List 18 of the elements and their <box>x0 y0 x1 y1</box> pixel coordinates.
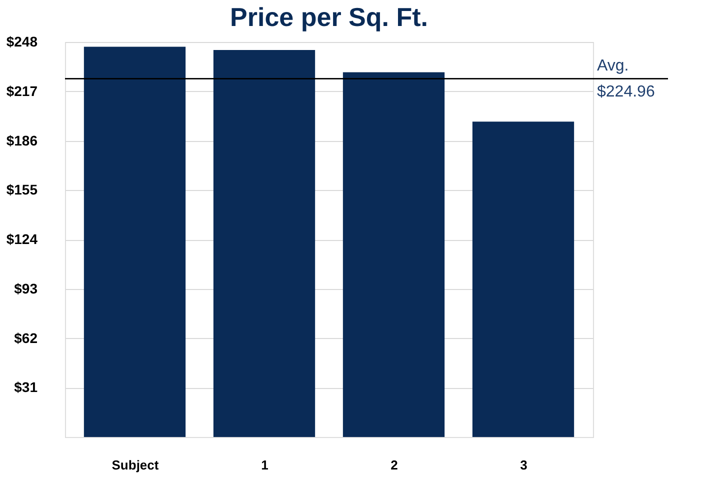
bar <box>84 46 186 437</box>
y-tick-label: $124 <box>6 231 38 247</box>
y-tick-label: $31 <box>14 379 38 396</box>
x-tick-label: 3 <box>520 458 528 472</box>
y-tick-label: $217 <box>6 82 38 99</box>
x-tick-label: 2 <box>390 458 398 472</box>
ref-line-label: Avg. $224.96 <box>597 58 655 101</box>
y-tick-label: $93 <box>14 280 38 296</box>
bar <box>213 50 316 437</box>
y-tick-label: $62 <box>14 330 38 346</box>
x-tick-label: 1 <box>261 458 268 472</box>
bar <box>342 72 445 437</box>
bar <box>472 122 574 437</box>
x-tick-label: Subject <box>112 458 160 472</box>
y-tick-label: $248 <box>6 34 38 50</box>
chart-title: Price per Sq. Ft. <box>230 2 428 32</box>
y-tick-label: $155 <box>6 182 38 198</box>
y-tick-label: $186 <box>6 132 38 148</box>
